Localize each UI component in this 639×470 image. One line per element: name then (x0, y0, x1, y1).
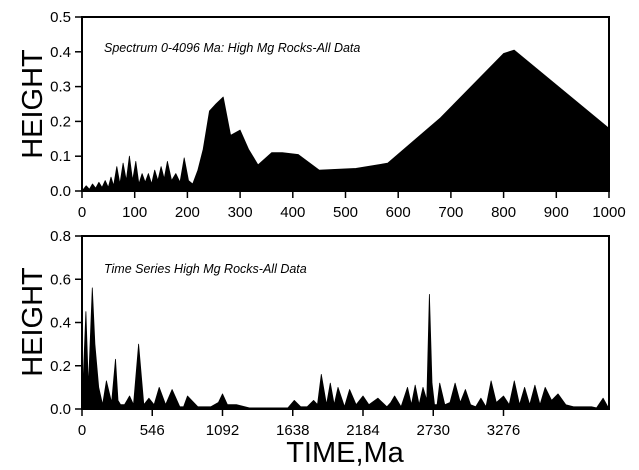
time-series-x-tick-label: 3276 (487, 422, 520, 439)
spectrum-y-tick-label: 0.3 (50, 79, 71, 96)
spectrum-x-tick-label: 900 (544, 204, 569, 221)
time-series-y-tick-label: 0.6 (50, 271, 71, 288)
time-series-area-layer (81, 287, 610, 410)
time-series-area (81, 287, 610, 410)
time-series-panel: 0.0 0.2 0.4 0.6 0.8 0 546 1092 1638 2184 2730 3276… (17, 228, 610, 469)
spectrum-x-tick-label: 400 (280, 204, 305, 221)
spectrum-panel: 0.0 0.1 0.2 0.3 0.4 0.5 0 100 200 300 400 500 600 70… (17, 9, 626, 221)
spectrum-y-tick-label: 0.1 (50, 148, 71, 165)
spectrum-x-tick-label: 100 (122, 204, 147, 221)
time-series-y-tick-label: 0.8 (50, 228, 71, 245)
spectrum-x-tick-label: 0 (78, 204, 86, 221)
spectrum-x-tick-label: 1000 (592, 204, 625, 221)
spectrum-area (81, 49, 610, 192)
time-series-x-ticks: 0 546 1092 1638 2184 2730 3276 (78, 409, 520, 439)
spectrum-x-tick-label: 700 (438, 204, 463, 221)
spectrum-y-ticks: 0.0 0.1 0.2 0.3 0.4 0.5 (50, 9, 82, 200)
spectrum-y-tick-label: 0.2 (50, 113, 71, 130)
spectrum-y-tick-label: 0.5 (50, 9, 71, 26)
spectrum-y-tick-label: 0.0 (50, 183, 71, 200)
time-series-x-tick-label: 0 (78, 422, 86, 439)
time-series-title: Time Series High Mg Rocks-All Data (104, 262, 307, 276)
spectrum-x-tick-label: 800 (491, 204, 516, 221)
spectrum-y-axis-label: HEIGHT (17, 49, 49, 159)
spectrum-title: Spectrum 0-4096 Ma: High Mg Rocks-All Da… (104, 41, 360, 55)
time-series-x-tick-label: 2730 (417, 422, 450, 439)
spectrum-y-tick-label: 0.4 (50, 44, 71, 61)
time-series-y-tick-label: 0.2 (50, 358, 71, 375)
time-series-x-axis-label: TIME,Ma (286, 437, 404, 469)
time-series-x-tick-label: 2184 (346, 422, 379, 439)
spectrum-x-tick-label: 600 (386, 204, 411, 221)
time-series-y-axis-label: HEIGHT (17, 267, 49, 377)
time-series-x-tick-label: 1092 (206, 422, 239, 439)
time-series-x-tick-label: 1638 (276, 422, 309, 439)
time-series-y-tick-label: 0.4 (50, 315, 71, 332)
spectrum-x-ticks: 0 100 200 300 400 500 600 700 800 900 1000 (78, 191, 626, 221)
spectrum-area-layer (81, 49, 610, 192)
time-series-y-tick-label: 0.0 (50, 401, 71, 418)
spectrum-x-tick-label: 200 (175, 204, 200, 221)
time-series-y-ticks: 0.0 0.2 0.4 0.6 0.8 (50, 228, 82, 418)
spectrum-x-tick-label: 300 (228, 204, 253, 221)
spectrum-x-tick-label: 500 (333, 204, 358, 221)
time-series-x-tick-label: 546 (140, 422, 165, 439)
